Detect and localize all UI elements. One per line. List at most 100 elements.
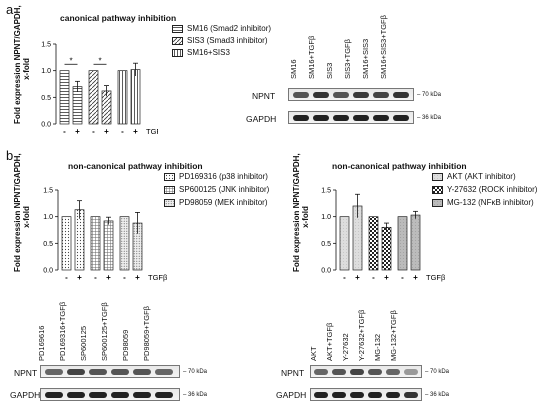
- treatment-mark: +: [106, 273, 111, 282]
- blot-band: [111, 392, 129, 398]
- panel-b-left-bar-chart: 0.00.51.01.5- + - + - + TGFβ: [43, 188, 168, 283]
- legend-swatch-light: [432, 172, 443, 181]
- blot-band: [313, 92, 329, 98]
- blot-a-lane-label: SIS3: [325, 62, 334, 79]
- legend-item-pd169316: PD169316 (p38 inhibitor): [164, 172, 268, 181]
- bar: [397, 216, 408, 271]
- blot-band: [133, 369, 151, 375]
- blot-band: [386, 392, 400, 398]
- legend-label: PD98059 (MEK inhibitor): [179, 198, 268, 207]
- blot-b1-lane-label: PD169616: [37, 325, 46, 361]
- treatment-mark: +: [133, 127, 138, 136]
- treatment-mark: -: [343, 273, 346, 282]
- blot-b2-lane-label: AKT+TGFβ: [325, 322, 334, 361]
- blot-band: [314, 369, 328, 375]
- legend-item-sis3: SIS3 (Smad3 inhibitor): [172, 36, 267, 45]
- blot-band: [333, 92, 349, 98]
- blot-a-gapdh-label: GAPDH: [246, 114, 277, 124]
- panel-b-left-legend: PD169316 (p38 inhibitor) SP600125 (JNK i…: [164, 172, 284, 212]
- treatment-mark: -: [94, 273, 97, 282]
- treatment-label: TGFβ: [148, 273, 168, 282]
- blot-band: [293, 115, 309, 121]
- bar: [90, 216, 101, 271]
- blot-band: [332, 392, 346, 398]
- blot-band: [133, 392, 151, 398]
- y-tick-label: 0.0: [43, 268, 53, 275]
- treatment-mark: -: [92, 127, 95, 136]
- blot-a-npnt-label: NPNT: [252, 91, 276, 101]
- legend-item-y27632: Y-27632 (ROCK inhibitor): [432, 185, 537, 194]
- blot-b1-lane-label: PD98059: [121, 329, 130, 361]
- y-tick-label: 1.5: [41, 42, 51, 49]
- blot-band: [67, 392, 85, 398]
- legend-label: SP600125 (JNK inhibitor): [179, 185, 270, 194]
- bar: [61, 216, 72, 271]
- panel-b-right-ylabel-line1: Fold expression NPNT/GAPDH,: [292, 153, 301, 272]
- treatment-mark: -: [65, 273, 68, 282]
- blot-b2-npnt-marker: – 70 kDa: [425, 369, 450, 375]
- treatment-label: TGFβ: [146, 127, 158, 136]
- legend-swatch-grid: [164, 185, 175, 194]
- blot-band: [155, 392, 173, 398]
- legend-item-pd98059: PD98059 (MEK inhibitor): [164, 198, 267, 207]
- treatment-mark: +: [135, 273, 140, 282]
- blot-band: [373, 92, 389, 98]
- legend-label: AKT (AKT inhibitor): [447, 172, 516, 181]
- treatment-mark: +: [413, 273, 418, 282]
- legend-label: SIS3 (Smad3 inhibitor): [187, 36, 268, 45]
- blot-band: [67, 369, 85, 375]
- panel-a-ylabel-line1: Fold expression NPNT/GAPDH,: [13, 5, 22, 124]
- y-tick-label: 0.0: [321, 268, 331, 275]
- bar: [368, 216, 379, 271]
- blot-b2-gapdh-row: [310, 388, 422, 401]
- blot-a-npnt-row: [288, 88, 414, 101]
- bar: [339, 216, 350, 271]
- blot-a-lane-label: SM16: [289, 59, 298, 79]
- blot-band: [313, 115, 329, 121]
- blot-a-lane-label: SM16+TGFβ: [307, 35, 316, 79]
- legend-swatch-vert: [172, 48, 183, 57]
- blot-b1-npnt-row: [40, 365, 180, 378]
- panel-a-legend: SM16 (Smad2 inhibitor) SIS3 (Smad3 inhib…: [172, 24, 282, 64]
- treatment-mark: -: [123, 273, 126, 282]
- y-tick-label: 0.5: [43, 241, 53, 248]
- y-tick-label: 0.5: [321, 241, 331, 248]
- y-tick-label: 1.0: [43, 214, 53, 221]
- blot-a-lane-label: SM16+SIS3+TGFβ: [379, 15, 388, 79]
- treatment-mark: +: [75, 127, 80, 136]
- blot-b1-lane-label: SP600125: [79, 325, 88, 361]
- blot-band: [393, 115, 409, 121]
- blot-b2-npnt-row: [310, 365, 422, 378]
- treatment-mark: -: [121, 127, 124, 136]
- treatment-mark: -: [63, 127, 66, 136]
- blot-band: [368, 369, 382, 375]
- treatment-mark: +: [384, 273, 389, 282]
- blot-band: [332, 369, 346, 375]
- blot-band: [89, 392, 107, 398]
- blot-band: [404, 369, 418, 375]
- blot-band: [353, 115, 369, 121]
- blot-b1-npnt-label: NPNT: [14, 368, 38, 378]
- blot-b1-gapdh-marker: – 36 kDa: [183, 392, 208, 398]
- y-tick-label: 1.5: [321, 188, 331, 195]
- panel-b-right-bar-chart: 0.00.51.01.5- + - + - + TGFβ: [321, 188, 446, 283]
- blot-b1-gapdh-row: [40, 388, 180, 401]
- legend-swatch-diag: [172, 36, 183, 45]
- blot-b2-lane-label: MG-132: [373, 333, 382, 361]
- bar: [381, 226, 392, 271]
- panel-b-left-lane-labels: PD169616 PD169316+TGFβ SP600125 SP600125…: [37, 300, 200, 361]
- legend-item-sp600125: SP600125 (JNK inhibitor): [164, 185, 269, 194]
- blot-b2-lane-label: Y-27632: [341, 333, 350, 361]
- panel-b-right-legend: AKT (AKT inhibitor) Y-27632 (ROCK inhibi…: [432, 172, 550, 212]
- blot-band: [293, 92, 309, 98]
- bar: [59, 70, 70, 125]
- legend-swatch-check: [432, 185, 443, 194]
- legend-item-sm16-sis3: SM16+SIS3: [172, 48, 230, 57]
- bar: [103, 220, 114, 271]
- bar: [410, 214, 421, 271]
- panel-b-right-lane-labels: AKT AKT+TGFβ Y-27632 Y-27632+TGFβ MG-132…: [309, 300, 452, 361]
- blot-band: [314, 392, 328, 398]
- blot-band: [368, 392, 382, 398]
- panel-b-left-title: non-canonical pathway inhibition: [68, 161, 203, 171]
- blot-a-npnt-marker: – 70 kDa: [417, 92, 442, 98]
